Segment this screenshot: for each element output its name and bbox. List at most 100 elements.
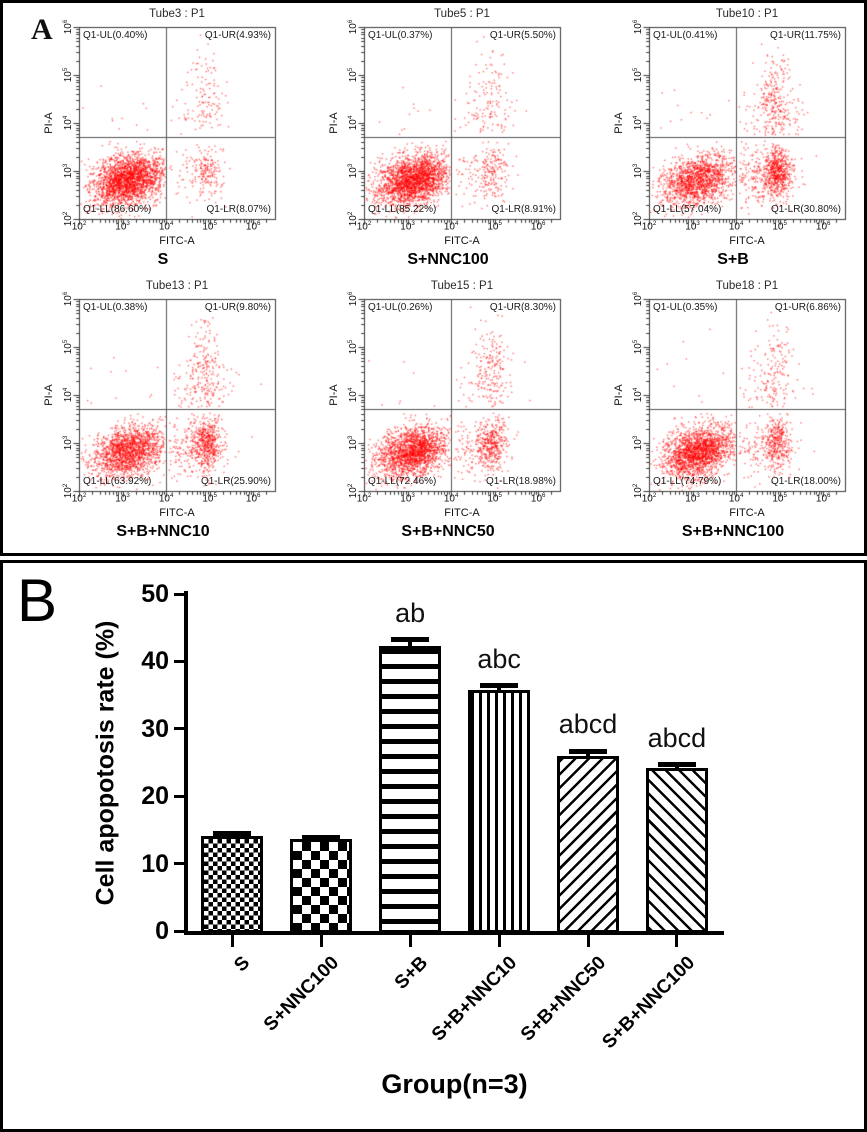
- quadrant-label-ur: Q1-UR(4.93%): [204, 30, 271, 41]
- error-bar-cap: [480, 683, 519, 689]
- flow-y-tick-label: 105: [61, 339, 75, 355]
- flow-plot-title: Tube15 : P1: [430, 280, 494, 292]
- y-tick-mark: [174, 794, 185, 798]
- flow-x-axis-label: FITC-A: [729, 507, 765, 519]
- flow-y-axis-label: PI-A: [328, 384, 340, 406]
- flow-x-tick-label: 106: [815, 492, 831, 505]
- y-tick-mark: [174, 929, 185, 933]
- bar-y-axis-label: Cell apopotosis rate (%): [91, 620, 120, 905]
- quadrant-label-ul: Q1-UL(0.35%): [653, 302, 718, 313]
- quadrant-label-ll: Q1-LL(63.92%): [83, 476, 152, 487]
- quadrant-label-ll: Q1-LL(85.22%): [368, 204, 437, 215]
- flow-x-tick-label: 106: [815, 220, 831, 233]
- flow-x-tick-label: 102: [641, 220, 657, 233]
- x-axis-line: [184, 931, 724, 935]
- x-tick-mark: [408, 935, 412, 947]
- flow-x-tick-label: 106: [245, 220, 261, 233]
- flow-x-tick-label: 105: [202, 220, 217, 233]
- flow-y-axis-label: PI-A: [43, 384, 55, 406]
- significance-annotation: abcd: [647, 722, 707, 753]
- error-bar-stem: [408, 639, 413, 650]
- flow-y-tick-label: 106: [61, 19, 75, 35]
- y-tick-mark: [174, 659, 185, 663]
- quadrant-label-ur: Q1-UR(11.75%): [770, 30, 841, 41]
- flow-x-tick-label: 102: [356, 492, 372, 505]
- quadrant-label-lr: Q1-LR(18.00%): [770, 476, 841, 487]
- quadrant-label-ll: Q1-LL(57.04%): [653, 204, 722, 215]
- x-tick-mark: [586, 935, 590, 947]
- y-tick-mark: [174, 862, 185, 866]
- quadrant-label-ur: Q1-UR(9.80%): [204, 302, 271, 313]
- flow-group-label: S+B: [717, 251, 749, 268]
- significance-annotation: abc: [477, 643, 521, 674]
- flow-plot-grid: Tube3 : P1 PI-A 102 102 103 103 104 104 105 105 10…: [3, 3, 864, 553]
- flow-x-tick-label: 106: [530, 220, 546, 233]
- flow-plot-s: Tube3 : P1 PI-A 102 102 103 103 104 104 105 105 10…: [23, 7, 303, 279]
- quadrant-label-lr: Q1-LR(18.98%): [485, 476, 556, 487]
- y-tick-label: 0: [155, 917, 169, 945]
- y-axis-line: [184, 591, 188, 935]
- flow-y-tick-label: 104: [346, 387, 360, 403]
- flow-x-tick-label: 102: [71, 220, 87, 233]
- bar-s-b-nnc50: [557, 755, 619, 933]
- flow-x-tick-label: 105: [772, 492, 787, 505]
- flow-x-tick-label: 103: [400, 492, 415, 505]
- x-tick-mark: [230, 935, 234, 947]
- panel-b: B 0 10 20 30 40 50 Cell apopotosis rate (%) S S+…: [0, 560, 867, 1132]
- significance-annotation: abcd: [558, 709, 618, 740]
- bar-s: [201, 835, 264, 933]
- error-bar-cap: [391, 637, 430, 643]
- flow-x-tick-label: 104: [158, 220, 174, 233]
- flow-x-tick-label: 104: [443, 492, 459, 505]
- flow-y-tick-label: 103: [61, 435, 75, 451]
- flow-y-axis-label: PI-A: [613, 112, 625, 134]
- flow-x-axis-label: FITC-A: [159, 507, 195, 519]
- flow-x-tick-label: 104: [443, 220, 459, 233]
- flow-y-tick-label: 103: [631, 163, 645, 179]
- flow-y-tick-label: 106: [346, 19, 360, 35]
- bar-x-axis-title: Group(n=3): [381, 1069, 528, 1099]
- flow-group-label: S: [157, 251, 169, 268]
- quadrant-label-lr: Q1-LR(8.07%): [206, 204, 271, 215]
- quadrant-label-ur: Q1-UR(6.86%): [774, 302, 841, 313]
- error-bar-cap: [657, 762, 696, 768]
- flow-y-tick-label: 104: [61, 115, 75, 131]
- y-tick-label: 20: [141, 782, 169, 811]
- flow-y-tick-label: 104: [346, 115, 360, 131]
- flow-x-tick-label: 103: [685, 220, 700, 233]
- flow-x-axis-label: FITC-A: [444, 235, 480, 247]
- flow-plot-s-b-nnc10: Tube13 : P1 PI-A 102 102 103 103 104 104 105 105 1…: [23, 279, 303, 551]
- flow-group-label: S+B+NNC10: [116, 523, 210, 540]
- quadrant-label-lr: Q1-LR(25.90%): [200, 476, 271, 487]
- bar-s-b: [379, 645, 442, 933]
- panel-b-label: B: [17, 567, 58, 634]
- flow-x-tick-label: 105: [487, 492, 502, 505]
- flow-x-tick-label: 105: [772, 220, 787, 233]
- error-bar-cap: [213, 830, 252, 836]
- flow-plot-title: Tube10 : P1: [715, 8, 779, 20]
- flow-plot-s-b-nnc50: Tube15 : P1 PI-A 102 102 103 103 104 104 105 105 1…: [308, 279, 588, 551]
- flow-x-axis-label: FITC-A: [729, 235, 765, 247]
- flow-x-tick-label: 103: [115, 492, 130, 505]
- quadrant-label-ul: Q1-UL(0.40%): [83, 30, 148, 41]
- flow-y-tick-label: 103: [346, 435, 360, 451]
- y-tick-mark: [174, 592, 185, 596]
- flow-scatter-canvas: [629, 291, 864, 507]
- error-bar-cap: [569, 748, 607, 754]
- flow-y-tick-label: 103: [346, 163, 360, 179]
- flow-y-tick-label: 106: [61, 291, 75, 307]
- y-tick-label: 10: [141, 849, 169, 878]
- flow-x-tick-label: 103: [400, 220, 415, 233]
- flow-plot-s-b-nnc100: Tube18 : P1 PI-A 102 102 103 103 104 104 105 105 1…: [593, 279, 864, 551]
- flow-x-tick-label: 102: [641, 492, 657, 505]
- x-tick-mark: [319, 935, 323, 947]
- quadrant-label-ll: Q1-LL(74.79%): [653, 476, 722, 487]
- quadrant-label-ur: Q1-UR(8.30%): [489, 302, 556, 313]
- flow-scatter-canvas: [344, 19, 580, 235]
- flow-x-tick-label: 106: [530, 492, 546, 505]
- flow-scatter-canvas: [59, 291, 295, 507]
- quadrant-label-ll: Q1-LL(86.60%): [83, 204, 152, 215]
- quadrant-label-lr: Q1-LR(8.91%): [491, 204, 556, 215]
- panel-a-label: A: [31, 13, 53, 46]
